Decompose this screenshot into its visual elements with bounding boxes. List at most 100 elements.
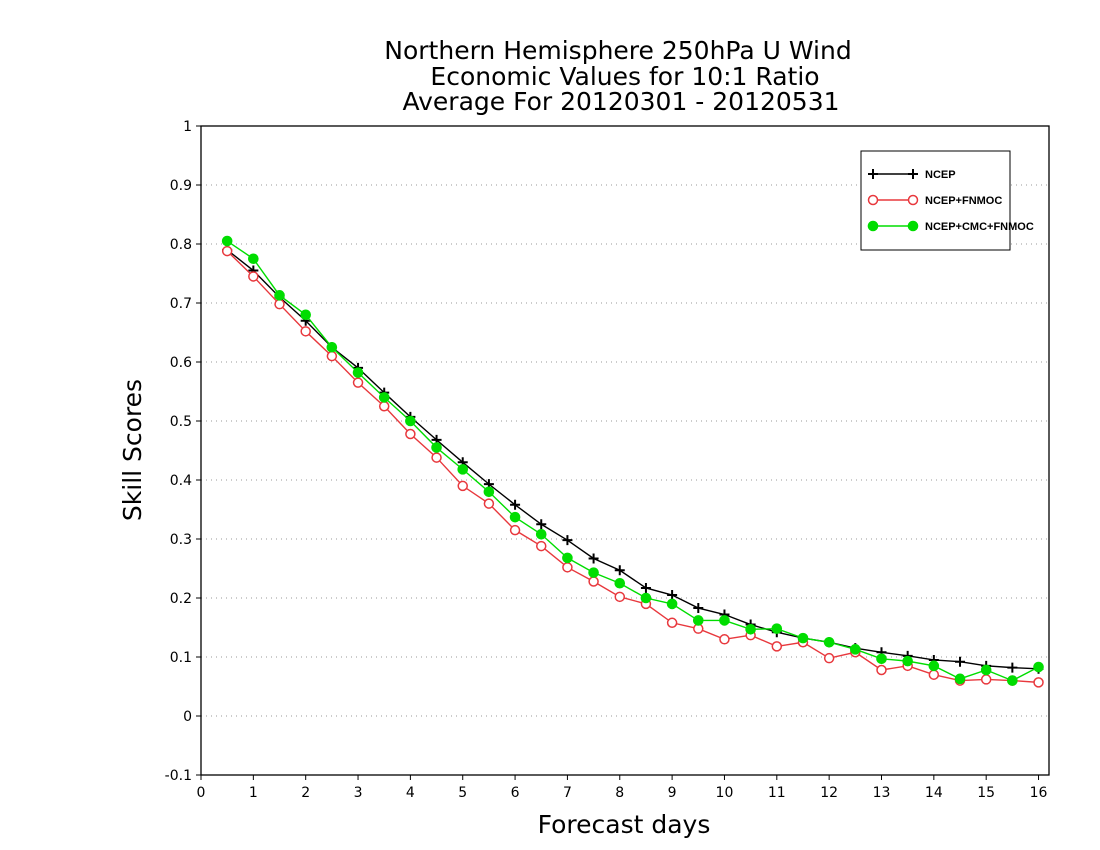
x-tick-label: 7 [563, 785, 572, 801]
data-point [771, 641, 783, 652]
data-point [876, 653, 887, 665]
data-point [980, 664, 992, 676]
data-point [352, 367, 364, 378]
data-point [667, 590, 678, 601]
x-tick-label: 3 [354, 785, 363, 801]
x-tick-label: 16 [1030, 785, 1048, 801]
data-point [719, 615, 730, 626]
data-point [980, 674, 992, 685]
legend-marker [867, 194, 879, 206]
data-point [509, 524, 521, 536]
data-point [1033, 677, 1044, 688]
data-point [745, 623, 756, 635]
y-tick-label: 0.8 [170, 237, 192, 253]
data-point [588, 553, 599, 564]
series-line [226, 249, 1039, 670]
data-point [771, 623, 783, 634]
chart-title-line-3: Average For 20120301 - 20120531 [402, 87, 839, 116]
data-point [562, 535, 573, 546]
data-point [536, 519, 547, 530]
x-tick-label: 13 [873, 785, 891, 801]
data-point [248, 271, 259, 282]
data-point [509, 511, 521, 523]
y-tick-label: 0.5 [170, 414, 192, 430]
data-point [928, 660, 940, 672]
legend-marker [868, 169, 878, 179]
series-line [226, 240, 1039, 682]
data-point [823, 636, 835, 648]
y-tick-label: 1 [183, 119, 192, 135]
x-tick-label: 4 [406, 785, 415, 801]
data-point [221, 245, 233, 257]
y-tick-label: 0.7 [170, 296, 192, 312]
data-point [431, 442, 442, 453]
x-tick-label: 6 [511, 785, 520, 801]
x-tick-label: 1 [249, 785, 258, 801]
y-axis-label: Skill Scores [118, 379, 147, 521]
legend-marker [867, 220, 879, 232]
y-tick-label: 0.6 [170, 355, 192, 371]
data-point [902, 655, 913, 667]
series-lines [221, 235, 1044, 688]
data-point [666, 598, 678, 610]
data-point [457, 480, 468, 492]
data-point [876, 664, 887, 676]
legend-label: NCEP [925, 169, 956, 181]
data-point [588, 576, 599, 587]
x-tick-label: 2 [301, 785, 310, 801]
data-point [378, 392, 390, 403]
x-tick-label: 14 [925, 785, 943, 801]
x-tick-label: 9 [668, 785, 677, 801]
data-point [954, 673, 966, 685]
data-point [510, 499, 521, 510]
y-tick-label: -0.1 [165, 768, 192, 784]
legend-marker [907, 220, 919, 232]
legend-marker [908, 169, 918, 179]
series-2 [221, 235, 1044, 686]
data-point [955, 656, 966, 667]
y-tick-label: 0.4 [170, 473, 192, 489]
series-line [226, 250, 1039, 684]
data-point [614, 565, 625, 576]
data-point [1033, 661, 1044, 673]
chart-title-line-1: Northern Hemisphere 250hPa U Wind [384, 36, 851, 65]
series-0 [222, 244, 1044, 674]
x-tick-label: 11 [768, 785, 786, 801]
data-point [274, 290, 285, 301]
data-point [352, 377, 364, 388]
data-point [614, 577, 626, 589]
data-point [378, 401, 390, 412]
x-tick-label: 12 [820, 785, 838, 801]
data-point [326, 350, 338, 362]
data-point [928, 669, 940, 680]
data-point [719, 634, 730, 645]
data-point [797, 632, 809, 644]
data-point [221, 235, 233, 247]
chart-title: Northern Hemisphere 250hPa U Wind Econom… [384, 36, 851, 116]
data-point [405, 428, 416, 440]
data-point [457, 464, 469, 475]
legend-label: NCEP+CMC+FNMOC [925, 221, 1034, 233]
chart-title-line-2: Economic Values for 10:1 Ratio [430, 62, 819, 91]
data-point [483, 486, 495, 498]
legend-label: NCEP+FNMOC [925, 195, 1002, 207]
axes: -0.100.10.20.30.40.50.60.70.80.910 1 2 3 4 5 6… [165, 119, 1050, 801]
data-point [562, 562, 573, 573]
y-tick-label: 0 [183, 709, 192, 725]
data-point [405, 415, 416, 427]
data-point [640, 592, 652, 604]
data-point [483, 498, 495, 509]
x-tick-label: 0 [197, 785, 206, 801]
grid-lines [201, 184, 1049, 717]
data-point [562, 552, 573, 564]
data-point [1007, 662, 1018, 673]
data-point [300, 309, 311, 321]
data-point [588, 567, 599, 578]
data-point [1007, 675, 1018, 686]
data-point [692, 615, 704, 626]
y-tick-label: 0.2 [170, 591, 192, 607]
data-point [535, 540, 547, 552]
data-point [300, 326, 311, 337]
data-point [431, 452, 442, 463]
